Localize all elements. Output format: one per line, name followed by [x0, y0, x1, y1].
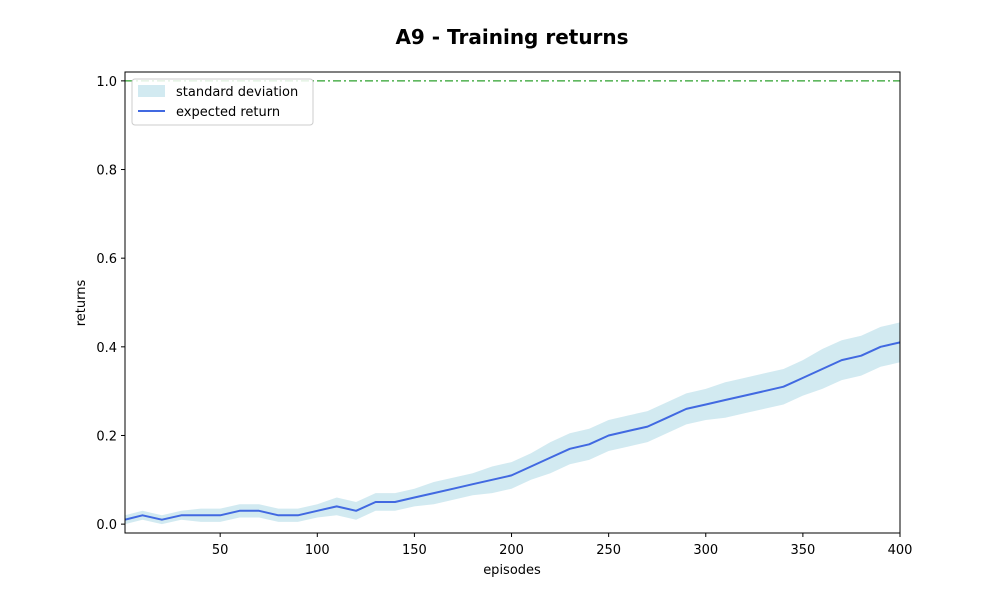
legend-label-return: expected return [176, 105, 280, 120]
legend-label-std: standard deviation [176, 85, 298, 100]
expected-return-line [124, 341, 901, 521]
legend-box [131, 78, 314, 126]
y-tick-label: 0.0 [96, 518, 117, 533]
x-axis-ticks: 50 100 150 200 250 300 350 400 [212, 533, 913, 558]
x-tick-label: 400 [888, 543, 913, 558]
y-tick-label: 0.6 [96, 252, 117, 267]
y-tick-label: 1.0 [96, 75, 117, 90]
std-band-layer [125, 322, 900, 525]
x-tick-label: 300 [693, 543, 718, 558]
x-tick-label: 50 [212, 543, 229, 558]
x-tick-label: 100 [305, 543, 330, 558]
x-tick-label: 200 [499, 543, 524, 558]
expected-return-layer [124, 341, 901, 521]
y-tick-label: 0.2 [96, 429, 117, 444]
y-tick-label: 0.4 [96, 341, 117, 356]
x-tick-label: 150 [402, 543, 427, 558]
legend-swatch-std [138, 85, 165, 97]
x-axis-label: episodes [483, 563, 541, 578]
legend: standard deviation expected return [131, 78, 314, 126]
std-band [125, 322, 900, 525]
y-tick-label: 0.8 [96, 164, 117, 179]
x-tick-label: 250 [596, 543, 621, 558]
y-axis-label: returns [74, 280, 89, 327]
x-tick-label: 350 [790, 543, 815, 558]
y-axis-ticks: 0.0 0.2 0.4 0.6 0.8 1.0 [96, 75, 125, 533]
plot-frame [124, 71, 901, 534]
chart-title: A9 - Training returns [395, 25, 628, 49]
